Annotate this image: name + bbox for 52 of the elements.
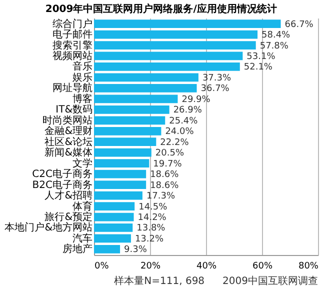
text: 2009中国互联网调查 [222, 274, 318, 288]
data-label: 66.7% [284, 20, 314, 30]
data-label: 9.3% [124, 245, 148, 256]
data-label: 13.8% [136, 224, 166, 234]
data-label: 52.1% [244, 62, 273, 73]
data-label: 13.2% [134, 234, 164, 244]
text: 样本量N=111, 698 [114, 274, 205, 288]
data-label: 53.1% [246, 52, 276, 62]
y-tick-label: 时尚类网站 [42, 114, 92, 126]
data-label: 18.6% [150, 170, 180, 180]
chart-title: 2009年中国互联网用户网络服务/应用使用情况统计 [45, 3, 277, 15]
data-label: 29.9% [182, 94, 211, 105]
data-label: 14.5% [138, 202, 168, 212]
y-tick-label: 汽车 [72, 232, 92, 244]
y-tick-label: 娱乐 [72, 71, 92, 84]
data-label: 17.3% [146, 192, 176, 202]
data-label: 14.2% [138, 213, 167, 224]
x-tick-label: 60% [252, 262, 273, 272]
x-tick-label: 20% [140, 262, 161, 272]
y-tick-label: 搜索引擎 [52, 39, 92, 52]
y-tick-label: 电子邮件 [52, 28, 92, 41]
y-tick-label: 社区&论坛 [44, 136, 92, 148]
data-label: 26.9% [173, 106, 202, 116]
data-label: 19.7% [153, 159, 182, 170]
y-tick-label: 博客 [72, 92, 92, 105]
x-tick-label: 80% [298, 262, 319, 272]
y-tick-label: 综合门户 [52, 18, 92, 30]
y-tick-label: 人才&招聘 [44, 190, 92, 202]
y-tick-label: 网址导航 [52, 82, 92, 94]
data-label: 58.4% [262, 30, 291, 41]
y-tick-label: IT&数码 [56, 104, 92, 116]
y-tick-label: 音乐 [72, 60, 92, 73]
data-label: 20.5% [155, 148, 184, 159]
data-label: 24.0% [165, 127, 194, 138]
data-label: 18.6% [150, 180, 180, 191]
y-tick-label: B2C电子商务 [32, 178, 92, 191]
y-tick-label: 房地产 [62, 243, 92, 256]
data-label: 36.7% [200, 84, 230, 94]
y-tick-label: C2C电子商务 [32, 168, 92, 180]
y-tick-label: 文学 [72, 157, 92, 170]
data-label: 22.2% [160, 138, 190, 148]
y-tick-label: 视频网站 [52, 50, 92, 62]
data-label: 25.4% [169, 116, 198, 126]
y-tick-label: 旅行&预定 [44, 211, 92, 224]
data-label: 37.3% [202, 73, 232, 84]
x-tick-label: 40% [196, 262, 217, 272]
y-tick-label: 本地门户&地方网站 [4, 222, 92, 234]
x-tick-label: 0% [94, 262, 110, 272]
data-label: 57.8% [260, 41, 289, 52]
y-tick-label: 体育 [72, 200, 92, 212]
y-tick-label: 金融&理财 [44, 125, 92, 138]
y-tick-label: 新闻&媒体 [44, 146, 92, 159]
